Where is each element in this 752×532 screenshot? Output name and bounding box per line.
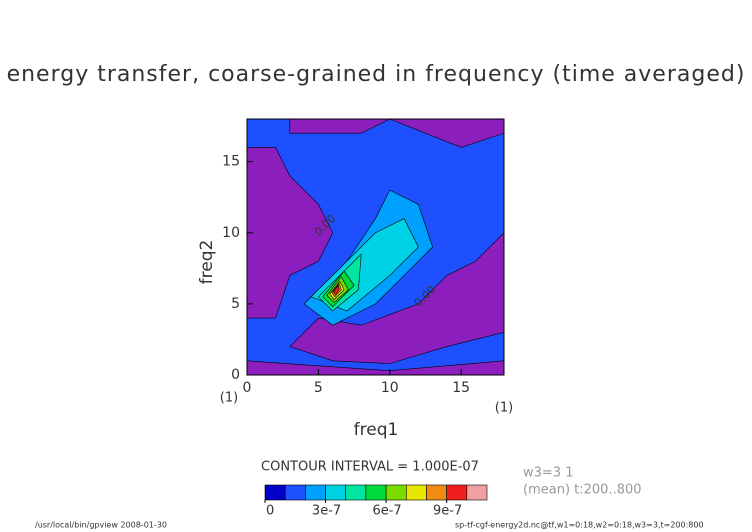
y-tick-label: 15 [222, 154, 240, 170]
colorbar-box [305, 484, 326, 501]
footer: /usr/local/bin/gpview 2008-01-30 [35, 521, 167, 530]
x-tick-label: 5 [314, 380, 323, 396]
x-axis-label: freq1 [354, 420, 399, 440]
negative-region [247, 360, 504, 375]
colorbar-box [405, 484, 427, 501]
colorbar-box [426, 484, 447, 501]
x-tick-label: 0 [243, 380, 252, 396]
plot-area: 0.000.00 [247, 119, 504, 375]
colorbar-label: 6e-7 [372, 504, 401, 519]
colorbar-box [385, 484, 407, 501]
chart-title: energy transfer, coarse-grained in frequ… [7, 62, 746, 87]
info: w3=3 1 [523, 466, 573, 481]
negative-region [289, 119, 504, 148]
contour-interval: CONTOUR INTERVAL = 1.000E-07 [261, 460, 479, 475]
y-tick-label: 10 [222, 225, 240, 241]
x-tick-label: 10 [381, 380, 399, 396]
colorbar-box [466, 484, 488, 501]
colorbar-label: 3e-7 [312, 504, 341, 519]
colorbar-box [365, 484, 387, 501]
x-unit: (1) [495, 401, 513, 416]
y-unit: (1) [220, 391, 238, 406]
colorbar-box [264, 484, 286, 501]
negative-region [247, 147, 334, 319]
colorbar-box [325, 484, 347, 501]
plot-frame [246, 118, 505, 376]
footer: sp-tf-cgf-energy2d.nc@tf,w1=0:18,w2=0:18… [455, 521, 704, 530]
colorbar-label: 0 [266, 504, 274, 519]
y-tick-label: 5 [231, 296, 240, 312]
x-tick-label: 15 [452, 380, 470, 396]
contour-region [333, 284, 340, 296]
colorbar-box [446, 484, 468, 501]
colorbar-label: 9e-7 [433, 504, 462, 519]
y-tick-label: 0 [231, 367, 240, 383]
colorbar-box [284, 484, 306, 501]
negative-region [289, 232, 504, 364]
colorbar-box [345, 484, 367, 501]
info: (mean) t:200..800 [523, 483, 642, 498]
y-axis-label: freq2 [197, 240, 217, 285]
